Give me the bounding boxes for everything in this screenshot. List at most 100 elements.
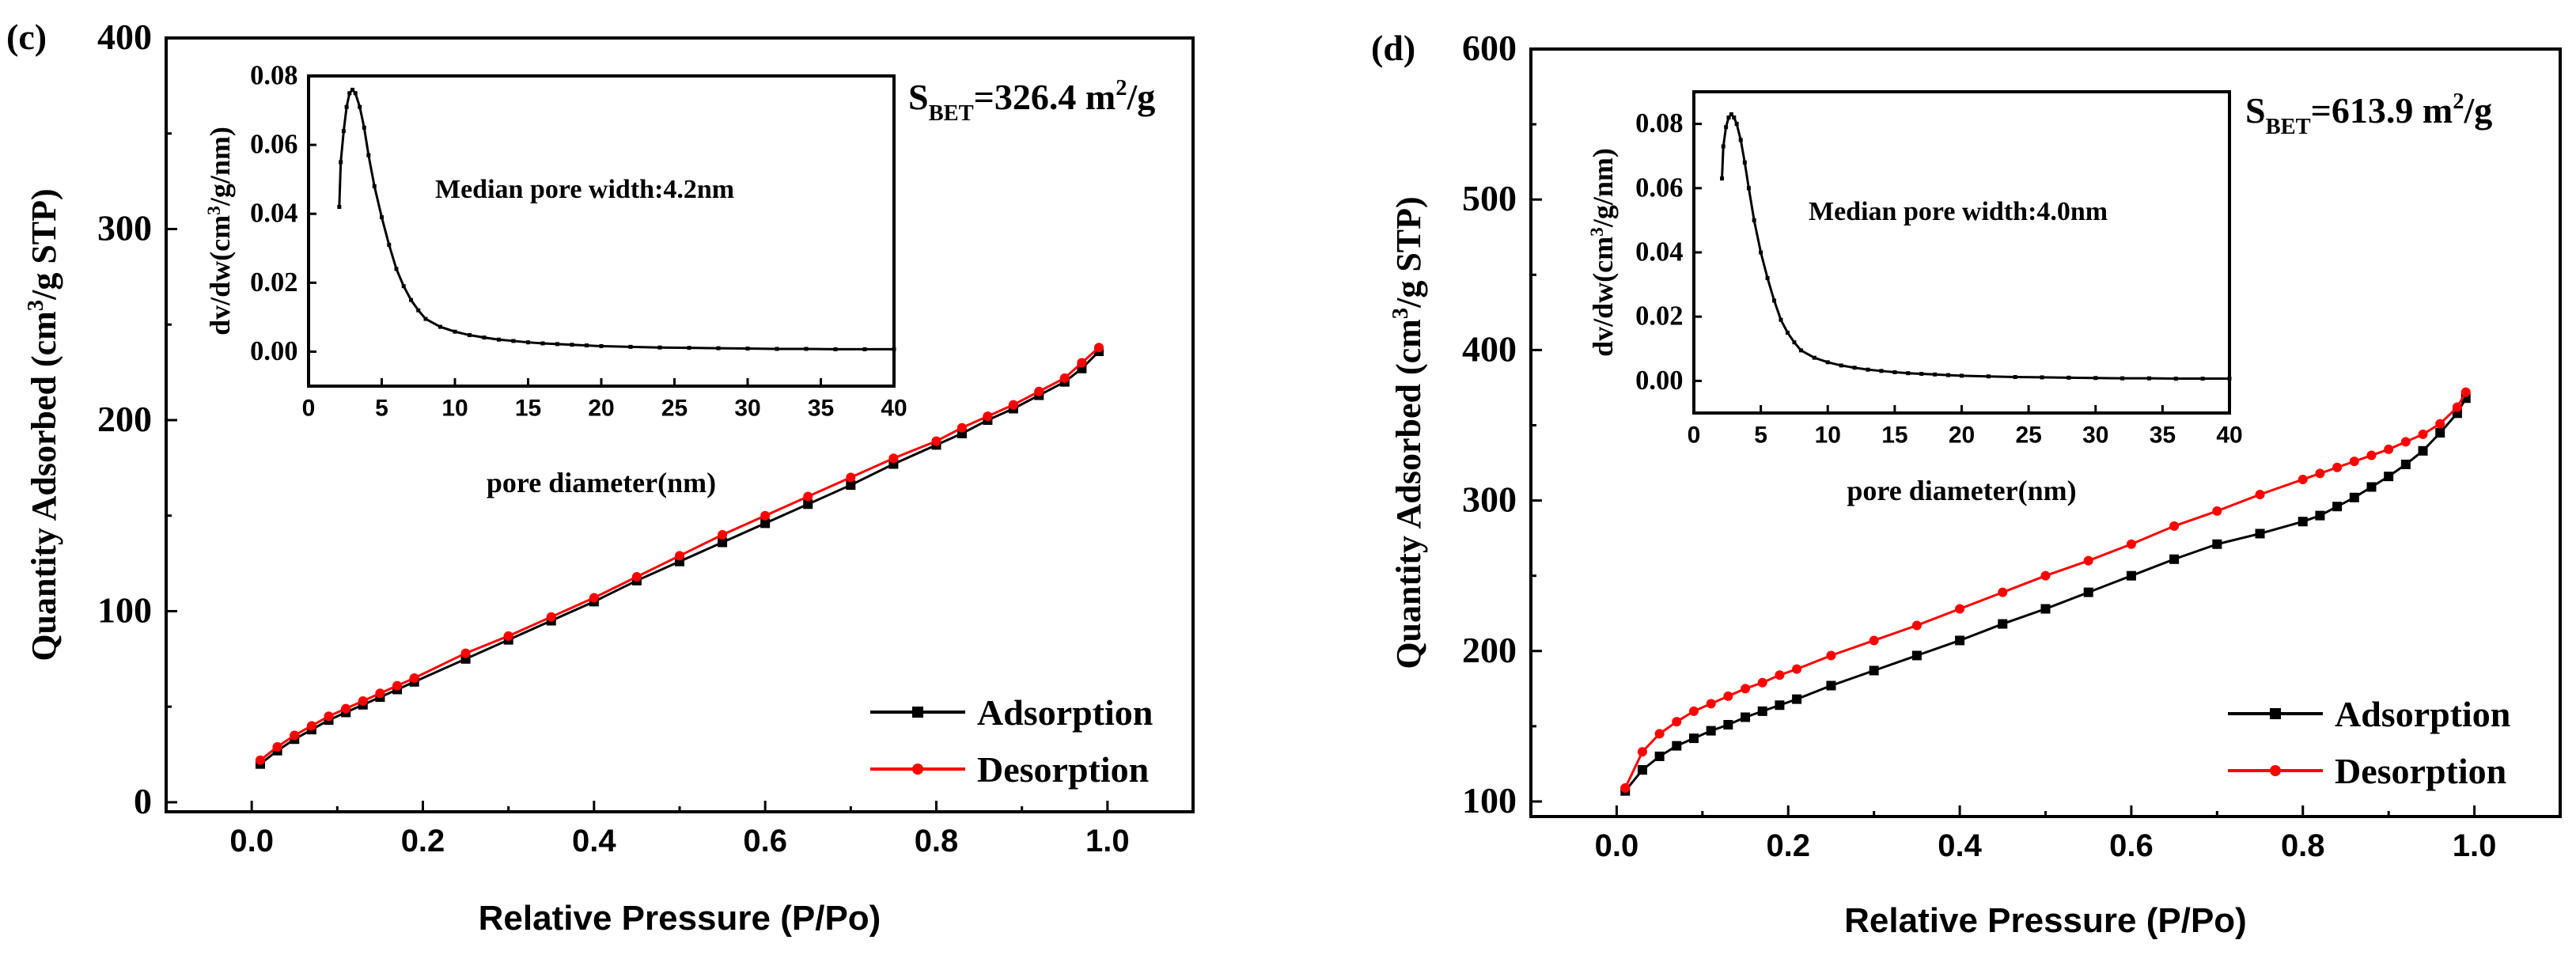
chart2-point — [2366, 450, 2377, 460]
chart2-point — [2332, 502, 2343, 512]
chart1-sbet-annotation: SBET=326.4 m2/g — [908, 76, 1155, 126]
chart1-point — [392, 680, 403, 691]
chart1-inset-point — [745, 347, 750, 351]
chart1-inset-point — [358, 104, 362, 109]
chart2-point — [1654, 729, 1665, 739]
chart1-inset-point — [657, 345, 662, 350]
chart1-ylabel: Quantity Adsorbed (cm3/g STP) — [24, 188, 63, 661]
chart1-point — [931, 436, 941, 446]
chart1-point — [1077, 358, 1087, 368]
chart2-point — [2255, 529, 2265, 539]
chart1-panel-label: (c) — [6, 17, 47, 57]
chart1-inset-point — [347, 91, 352, 96]
chart2-ytick-label: 500 — [1462, 178, 1517, 218]
chart2-inset-point — [1825, 360, 1830, 365]
chart2-series-desorption — [1620, 387, 2471, 793]
chart2-inset-axes: 0 5 10 15 20 25 30 35 40 0.00 0.02 0.04 0.06 0.08 — [1635, 90, 2243, 449]
chart1-legend-marker — [912, 764, 923, 775]
chart2-point — [2435, 419, 2445, 429]
chart2-inset-point — [1866, 367, 1870, 372]
chart2-point — [2212, 506, 2222, 516]
chart1-inset-xtick-label: 20 — [588, 396, 614, 422]
chart1-point — [957, 423, 967, 433]
chart1-inset-point — [687, 346, 691, 351]
chart1-inset-ytick-label: 0.02 — [250, 267, 297, 297]
chart1-inset-xlabel: pore diameter(nm) — [487, 467, 716, 498]
chart2-point — [1775, 700, 1785, 711]
chart1-sbet-sup: 2 — [1116, 76, 1127, 100]
chart1-ytick-label: 100 — [97, 589, 152, 630]
chart1-inset-xtick-label: 0 — [302, 396, 316, 422]
chart1-inset-point — [337, 205, 342, 210]
chart2-inset-point — [1779, 317, 1783, 322]
chart1-legend-label: Adsorption — [977, 692, 1153, 733]
chart1-point — [255, 755, 265, 765]
chart2-point — [2126, 539, 2136, 549]
chart1-point — [503, 631, 513, 641]
chart2-ytick-label: 400 — [1462, 328, 1517, 369]
chart1-inset-point — [387, 242, 392, 247]
chart2-inset-point — [1732, 115, 1737, 119]
chart1-inset-ylabel: dv/dw(cm3/g/nm) — [204, 127, 236, 335]
chart1-inset-point — [511, 339, 516, 343]
chart1-inset-point — [344, 104, 349, 109]
chart2-inset-ylabel: dv/dw(cm3/g/nm) — [1587, 148, 1619, 357]
chart1-inset-point — [350, 87, 354, 92]
chart1-legend-item: Desorption — [870, 749, 1149, 790]
chart1-inset-point — [468, 333, 472, 338]
chart1-point — [803, 491, 813, 502]
chart2-inset-series-pore-size-distribution — [1720, 112, 2232, 381]
chart1-legend-item: Adsorption — [870, 692, 1153, 733]
chart1-sbet-sub: BET — [929, 101, 974, 126]
chart2-xtick-label: 1.0 — [2453, 828, 2497, 863]
chart2-point — [2083, 587, 2093, 597]
chart1-point — [1094, 343, 1104, 353]
chart2-point — [1792, 664, 1802, 674]
chart1-inset-point — [628, 344, 633, 349]
chart2-inset-point — [2120, 376, 2125, 381]
chart2-point — [1654, 751, 1665, 761]
chart2-inset-point — [2173, 377, 2178, 381]
chart1-legend-marker — [912, 707, 923, 718]
chart1-inset-xtick-label: 40 — [881, 396, 907, 422]
chart2-point — [2332, 462, 2343, 472]
chart2-inset-background — [1694, 92, 2229, 413]
chart1-series-desorption — [255, 343, 1104, 765]
chart2-inset-point — [1724, 125, 1729, 130]
chart1-inset-point — [497, 337, 501, 342]
chart1-inset-point — [892, 347, 896, 351]
chart2-legend-item: Desorption — [2228, 751, 2506, 791]
chart1-point — [1008, 400, 1018, 410]
chart1-inset-xtick-label: 15 — [515, 396, 541, 422]
chart2-point — [2384, 472, 2394, 482]
chart2-inset-ytick-label: 0.04 — [1635, 237, 1683, 267]
chart2-point — [1998, 619, 2008, 629]
chart1-xtick-label: 0.0 — [229, 824, 274, 858]
chart1-inset-point — [438, 324, 442, 329]
chart2-point — [2298, 474, 2308, 484]
chart1-xlabel: Relative Pressure (P/Po) — [479, 899, 881, 938]
chart2-point — [1792, 694, 1802, 704]
chart1-ytick-label: 0 — [134, 781, 152, 821]
chart1-point — [846, 480, 856, 491]
chart2-point — [1706, 699, 1716, 709]
chart2-sbet-s: S — [2245, 90, 2266, 131]
chart1-inset-point — [401, 284, 406, 289]
chart1-inset-point — [341, 129, 346, 134]
chart1-inset-point — [394, 267, 399, 271]
chart1-point — [290, 730, 300, 741]
chart2-inset-xtick-label: 0 — [1688, 423, 1701, 449]
chart2-sbet-sub: BET — [2266, 115, 2311, 139]
chart2-point — [1826, 650, 1836, 661]
chart2-point — [2418, 429, 2428, 439]
chart2-point — [1998, 587, 2008, 597]
chart2-inset-xtick-label: 25 — [2015, 423, 2041, 449]
chart2-inset-point — [2093, 376, 2098, 381]
chart2-inset-point — [2040, 375, 2044, 380]
chart1-legend-label: Desorption — [977, 749, 1149, 790]
chart1-inset-ylabel-text: dv/dw(cm — [204, 215, 236, 335]
chart2-inset-point — [1906, 371, 1911, 376]
chart2-point — [2452, 402, 2462, 412]
chart1-point — [983, 411, 993, 422]
